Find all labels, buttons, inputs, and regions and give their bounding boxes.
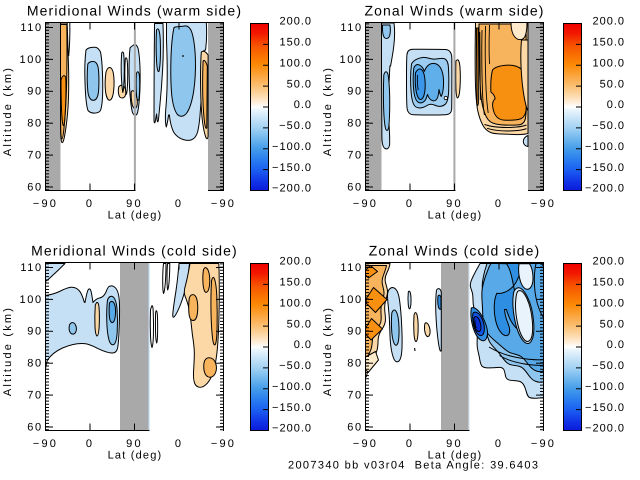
svg-text:100: 100 [20,54,43,66]
svg-text:60: 60 [27,181,42,193]
svg-text:−150.0: −150.0 [272,402,312,414]
svg-text:−100.0: −100.0 [585,141,625,153]
svg-text:110: 110 [20,22,42,34]
svg-text:90: 90 [27,86,42,98]
svg-text:150.0: 150.0 [592,277,625,289]
svg-text:200.0: 200.0 [592,256,625,268]
svg-text:−90: −90 [531,438,556,450]
svg-text:−150.0: −150.0 [272,162,312,174]
svg-text:−100.0: −100.0 [272,381,312,393]
svg-text:0.0: 0.0 [294,99,312,111]
svg-text:100.0: 100.0 [279,297,312,309]
svg-text:50.0: 50.0 [287,318,312,330]
svg-text:200.0: 200.0 [279,256,312,268]
svg-text:100: 100 [340,294,363,306]
svg-text:−90: −90 [33,438,58,450]
svg-text:0: 0 [86,198,94,210]
svg-text:150.0: 150.0 [279,277,312,289]
svg-text:Meridional Winds (warm side): Meridional Winds (warm side) [27,2,242,18]
svg-text:0: 0 [495,438,503,450]
svg-text:−200.0: −200.0 [272,423,312,435]
svg-text:100.0: 100.0 [279,57,312,69]
svg-text:50.0: 50.0 [287,78,312,90]
svg-text:−200.0: −200.0 [585,183,625,195]
svg-text:80: 80 [347,358,362,370]
svg-text:0.0: 0.0 [607,99,625,111]
svg-text:60: 60 [347,181,362,193]
svg-text:100: 100 [340,54,363,66]
svg-text:Altitude (km): Altitude (km) [322,66,334,156]
svg-text:200.0: 200.0 [279,16,312,28]
svg-text:0: 0 [175,198,183,210]
svg-text:60: 60 [27,421,42,433]
svg-text:0.0: 0.0 [294,339,312,351]
svg-text:−100.0: −100.0 [272,141,312,153]
svg-text:−90: −90 [211,438,236,450]
svg-text:−50.0: −50.0 [592,120,625,132]
svg-text:110: 110 [340,262,362,274]
svg-text:70: 70 [347,150,362,162]
svg-text:80: 80 [347,118,362,130]
svg-text:70: 70 [347,390,362,402]
svg-text:−200.0: −200.0 [585,423,625,435]
svg-text:Zonal Winds (cold side): Zonal Winds (cold side) [369,242,541,258]
svg-text:90: 90 [347,326,362,338]
svg-text:100.0: 100.0 [592,57,625,69]
svg-text:50.0: 50.0 [600,318,625,330]
svg-text:90: 90 [347,86,362,98]
svg-text:100: 100 [20,294,43,306]
svg-text:−100.0: −100.0 [585,381,625,393]
svg-text:−90: −90 [353,198,378,210]
svg-text:0: 0 [86,438,94,450]
svg-text:90: 90 [126,438,143,450]
svg-text:70: 70 [27,390,42,402]
svg-text:200.0: 200.0 [592,16,625,28]
svg-text:0: 0 [175,438,183,450]
svg-text:−50.0: −50.0 [592,360,625,372]
svg-text:80: 80 [27,118,42,130]
svg-text:Lat (deg): Lat (deg) [108,449,163,461]
svg-text:Lat (deg): Lat (deg) [428,449,483,461]
svg-text:−200.0: −200.0 [272,183,312,195]
svg-text:50.0: 50.0 [600,78,625,90]
svg-text:Altitude (km): Altitude (km) [2,66,14,156]
svg-text:−150.0: −150.0 [585,402,625,414]
svg-text:90: 90 [126,198,143,210]
svg-text:−150.0: −150.0 [585,162,625,174]
svg-text:110: 110 [20,262,42,274]
svg-text:−90: −90 [33,198,58,210]
svg-text:0.0: 0.0 [607,339,625,351]
svg-text:2007340 bb v03r04 Beta Angle:: 2007340 bb v03r04 Beta Angle: 39.6403 [288,460,539,472]
svg-text:60: 60 [347,421,362,433]
svg-text:Altitude (km): Altitude (km) [2,306,14,396]
svg-text:−50.0: −50.0 [279,120,312,132]
svg-text:110: 110 [340,22,362,34]
svg-text:Zonal Winds (warm side): Zonal Winds (warm side) [364,2,544,18]
svg-text:0: 0 [406,198,414,210]
svg-text:0: 0 [495,198,503,210]
svg-text:0: 0 [406,438,414,450]
svg-text:Lat (deg): Lat (deg) [108,209,163,221]
svg-text:−90: −90 [531,198,556,210]
svg-text:80: 80 [27,358,42,370]
svg-text:Lat (deg): Lat (deg) [428,209,483,221]
svg-text:Altitude (km): Altitude (km) [322,306,334,396]
svg-text:150.0: 150.0 [592,37,625,49]
svg-text:−90: −90 [353,438,378,450]
svg-text:90: 90 [27,326,42,338]
svg-text:−90: −90 [211,198,236,210]
svg-text:90: 90 [446,438,463,450]
svg-text:150.0: 150.0 [279,37,312,49]
svg-text:70: 70 [27,150,42,162]
svg-text:Meridional Winds (cold side): Meridional Winds (cold side) [31,242,238,258]
svg-text:−50.0: −50.0 [279,360,312,372]
svg-text:100.0: 100.0 [592,297,625,309]
svg-text:90: 90 [446,198,463,210]
